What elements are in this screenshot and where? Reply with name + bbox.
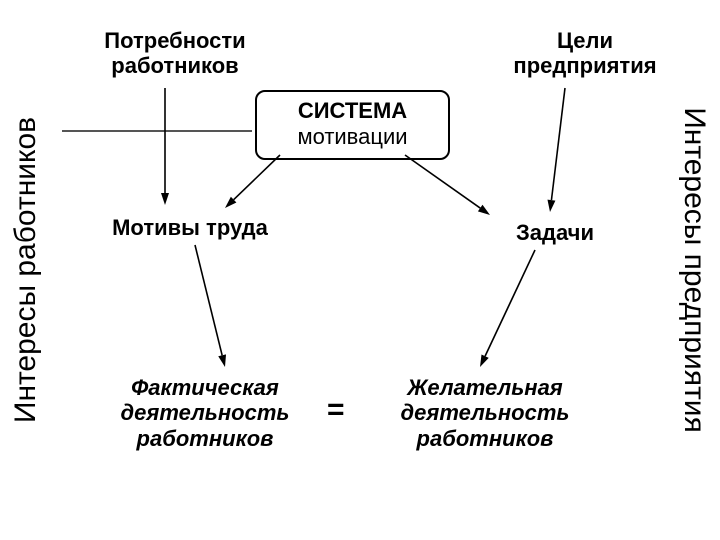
arrowhead-needs-to-motives bbox=[161, 193, 169, 205]
arrow-goals-to-tasks bbox=[551, 88, 565, 200]
node-system-line1: СИСТЕМА bbox=[275, 98, 430, 124]
node-actual-line3: работников bbox=[105, 426, 305, 451]
node-goals-line2: предприятия bbox=[500, 53, 670, 78]
node-system-line2: мотивации bbox=[275, 124, 430, 150]
arrows-layer bbox=[0, 0, 720, 540]
arrowhead-system-to-motives bbox=[225, 197, 236, 208]
node-actual-line1: Фактическая bbox=[105, 375, 305, 400]
arrow-motives-to-actual bbox=[195, 245, 222, 355]
arrow-tasks-to-desired bbox=[485, 250, 535, 356]
node-actual: Фактическая деятельность работников bbox=[105, 375, 305, 451]
side-label-right-text: Интересы предприятия bbox=[677, 107, 711, 433]
node-desired-line2: деятельность bbox=[385, 400, 585, 425]
arrow-system-to-motives bbox=[234, 155, 280, 200]
node-desired-line3: работников bbox=[385, 426, 585, 451]
node-actual-line2: деятельность bbox=[105, 400, 305, 425]
node-desired: Желательная деятельность работников bbox=[385, 375, 585, 451]
equals-sign: = bbox=[327, 393, 345, 427]
node-motives: Мотивы труда bbox=[95, 215, 285, 240]
node-needs: Потребности работников bbox=[90, 28, 260, 79]
arrowhead-goals-to-tasks bbox=[547, 200, 555, 212]
arrowhead-system-to-tasks bbox=[478, 205, 490, 215]
node-needs-line2: работников bbox=[90, 53, 260, 78]
arrowhead-motives-to-actual bbox=[218, 354, 226, 367]
node-desired-line1: Желательная bbox=[385, 375, 585, 400]
node-goals: Цели предприятия bbox=[500, 28, 670, 79]
divider-line bbox=[62, 130, 252, 132]
side-label-left-text: Интересы работников bbox=[9, 117, 43, 423]
side-label-left: Интересы работников bbox=[5, 70, 47, 470]
node-tasks: Задачи bbox=[490, 220, 620, 245]
node-needs-line1: Потребности bbox=[90, 28, 260, 53]
node-motives-line1: Мотивы труда bbox=[95, 215, 285, 240]
arrow-system-to-tasks bbox=[405, 155, 480, 208]
node-goals-line1: Цели bbox=[500, 28, 670, 53]
node-tasks-line1: Задачи bbox=[490, 220, 620, 245]
node-system-box: СИСТЕМА мотивации bbox=[255, 90, 450, 160]
side-label-right: Интересы предприятия bbox=[673, 70, 715, 470]
arrowhead-tasks-to-desired bbox=[480, 354, 489, 367]
